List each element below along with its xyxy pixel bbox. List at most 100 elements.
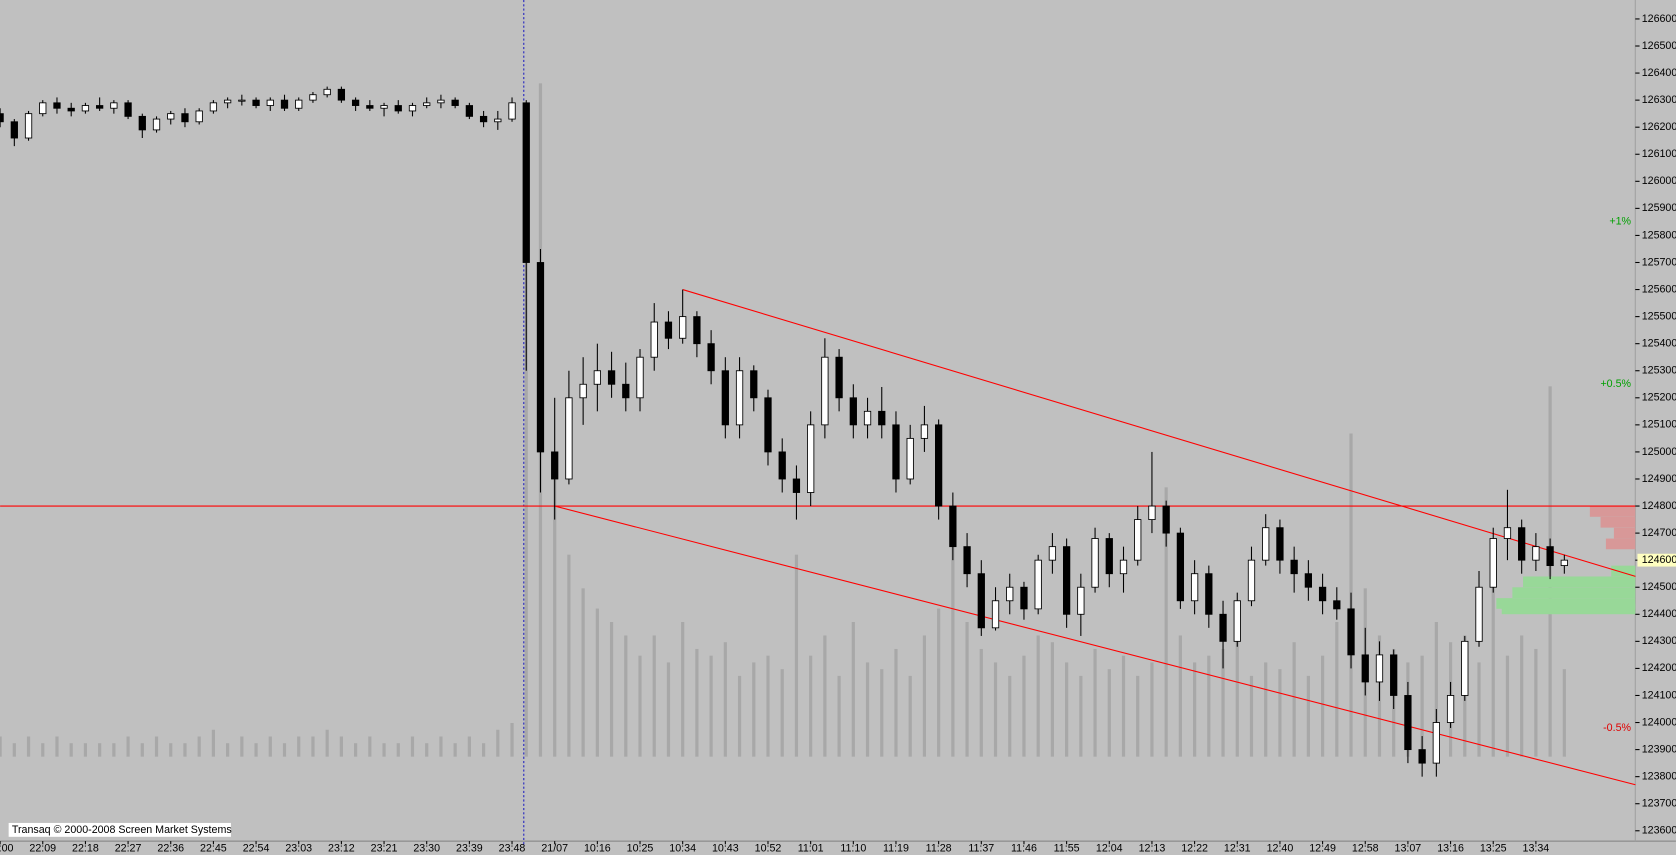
volume-bar xyxy=(993,662,998,757)
volume-bar xyxy=(297,736,301,757)
candle-body xyxy=(223,99,232,104)
volume-bar xyxy=(609,622,614,757)
volume-bar xyxy=(681,622,685,757)
candle-body xyxy=(821,356,829,426)
x-tick-label: 12:04 xyxy=(1096,842,1123,854)
volume-bar xyxy=(752,662,756,757)
candle-body xyxy=(53,102,61,109)
x-tick-label: 12:58 xyxy=(1352,842,1379,854)
y-tick-label: 126300 xyxy=(1642,94,1676,106)
candle-body xyxy=(579,383,587,399)
y-tick-label: 124600 xyxy=(1642,554,1676,566)
candle-body xyxy=(977,573,985,629)
volume-bar xyxy=(453,743,457,757)
volume-bar xyxy=(965,622,969,757)
x-tick-label: 23:30 xyxy=(413,842,440,854)
candle-body xyxy=(1190,573,1199,602)
candles-layer xyxy=(0,86,1568,777)
candle-body xyxy=(750,370,758,399)
candle-body xyxy=(764,397,772,453)
profile-bar xyxy=(1501,603,1636,615)
volume-bar xyxy=(1121,655,1126,757)
volume-bar xyxy=(1164,487,1168,757)
volume-bar xyxy=(396,743,400,757)
x-tick-label: 11:46 xyxy=(1011,842,1037,854)
candle-body xyxy=(494,118,502,123)
volume-bar xyxy=(197,736,201,757)
candle-body xyxy=(1461,640,1469,696)
x-tick-label: 13:34 xyxy=(1523,842,1550,854)
volume-bar xyxy=(794,554,799,757)
y-tick-label: 124700 xyxy=(1642,527,1676,539)
volume-bar xyxy=(1235,635,1239,757)
y-tick-label: 124800 xyxy=(1642,500,1676,512)
x-tick-label: 13:07 xyxy=(1395,842,1422,854)
volume-bar xyxy=(254,743,258,757)
candle-body xyxy=(366,105,374,109)
candle-body xyxy=(664,321,673,339)
trend-line xyxy=(682,289,1636,577)
lines-layer: +1% +0.5% -0.5% xyxy=(0,216,1636,786)
y-tick-label: 125000 xyxy=(1642,446,1676,458)
candle-body xyxy=(238,99,246,102)
candle-body xyxy=(693,316,701,345)
candle-body xyxy=(1418,749,1426,764)
volume-bar xyxy=(1150,662,1154,757)
candle-body xyxy=(24,113,33,139)
axis-layer: 123600 123700 123800 123900 124000 124100 1242… xyxy=(0,13,1676,854)
volume-bar xyxy=(55,736,59,757)
y-tick-label: 125300 xyxy=(1642,365,1676,377)
candle-body xyxy=(323,88,331,96)
candle-body xyxy=(878,410,886,426)
candle-body xyxy=(593,370,601,385)
x-tick-label: 22:36 xyxy=(157,842,184,854)
profile-bar xyxy=(1512,587,1636,598)
x-tick-label: 11:01 xyxy=(798,842,824,854)
y-tick-label: 124200 xyxy=(1642,662,1676,674)
volume-bar xyxy=(368,736,372,757)
candle-body xyxy=(1219,613,1227,642)
candle-body xyxy=(935,424,943,507)
candle-body xyxy=(167,113,175,120)
volume-bar xyxy=(26,736,31,757)
y-tick-label: 124300 xyxy=(1642,635,1676,647)
y-tick-label: 124000 xyxy=(1642,716,1676,728)
x-tick-label: 23:03 xyxy=(285,842,312,854)
candle-body xyxy=(1247,559,1256,602)
candle-body xyxy=(465,105,474,117)
candle-body xyxy=(792,478,801,493)
candle-body xyxy=(636,356,644,399)
x-tick-label: 22:18 xyxy=(72,842,99,854)
y-tick-label: 125900 xyxy=(1642,202,1676,214)
volume-bar xyxy=(382,743,386,757)
volume-bar xyxy=(1107,669,1111,757)
volume-bar xyxy=(1292,642,1296,757)
candle-body xyxy=(408,105,417,112)
volume-bar xyxy=(951,521,955,757)
profile-bar xyxy=(1589,506,1636,517)
candle-body xyxy=(1062,546,1071,615)
y-tick-label: 125600 xyxy=(1642,283,1676,295)
candle-body xyxy=(1148,505,1156,521)
y-tick-label: 125400 xyxy=(1642,338,1676,350)
candle-body xyxy=(1446,695,1455,723)
candle-body xyxy=(1119,559,1128,575)
candle-body xyxy=(1347,608,1355,656)
volume-bar xyxy=(1036,635,1040,757)
profile-bar xyxy=(1605,538,1636,550)
copyright-box xyxy=(8,822,231,837)
candle-body xyxy=(735,370,744,426)
candle-body xyxy=(807,424,815,493)
volume-bar xyxy=(1306,675,1310,757)
volume-bar xyxy=(467,736,471,757)
candle-body xyxy=(1233,600,1241,642)
y-tick-label: 126100 xyxy=(1642,148,1676,160)
last-price-box xyxy=(1637,553,1676,567)
candle-body xyxy=(195,110,203,123)
volume-bar xyxy=(1079,675,1083,757)
candle-body xyxy=(849,397,857,426)
x-tick-label: 23:48 xyxy=(499,842,526,854)
volume-bar xyxy=(1264,662,1268,757)
volume-bar xyxy=(481,743,486,757)
candle-body xyxy=(1333,600,1341,610)
